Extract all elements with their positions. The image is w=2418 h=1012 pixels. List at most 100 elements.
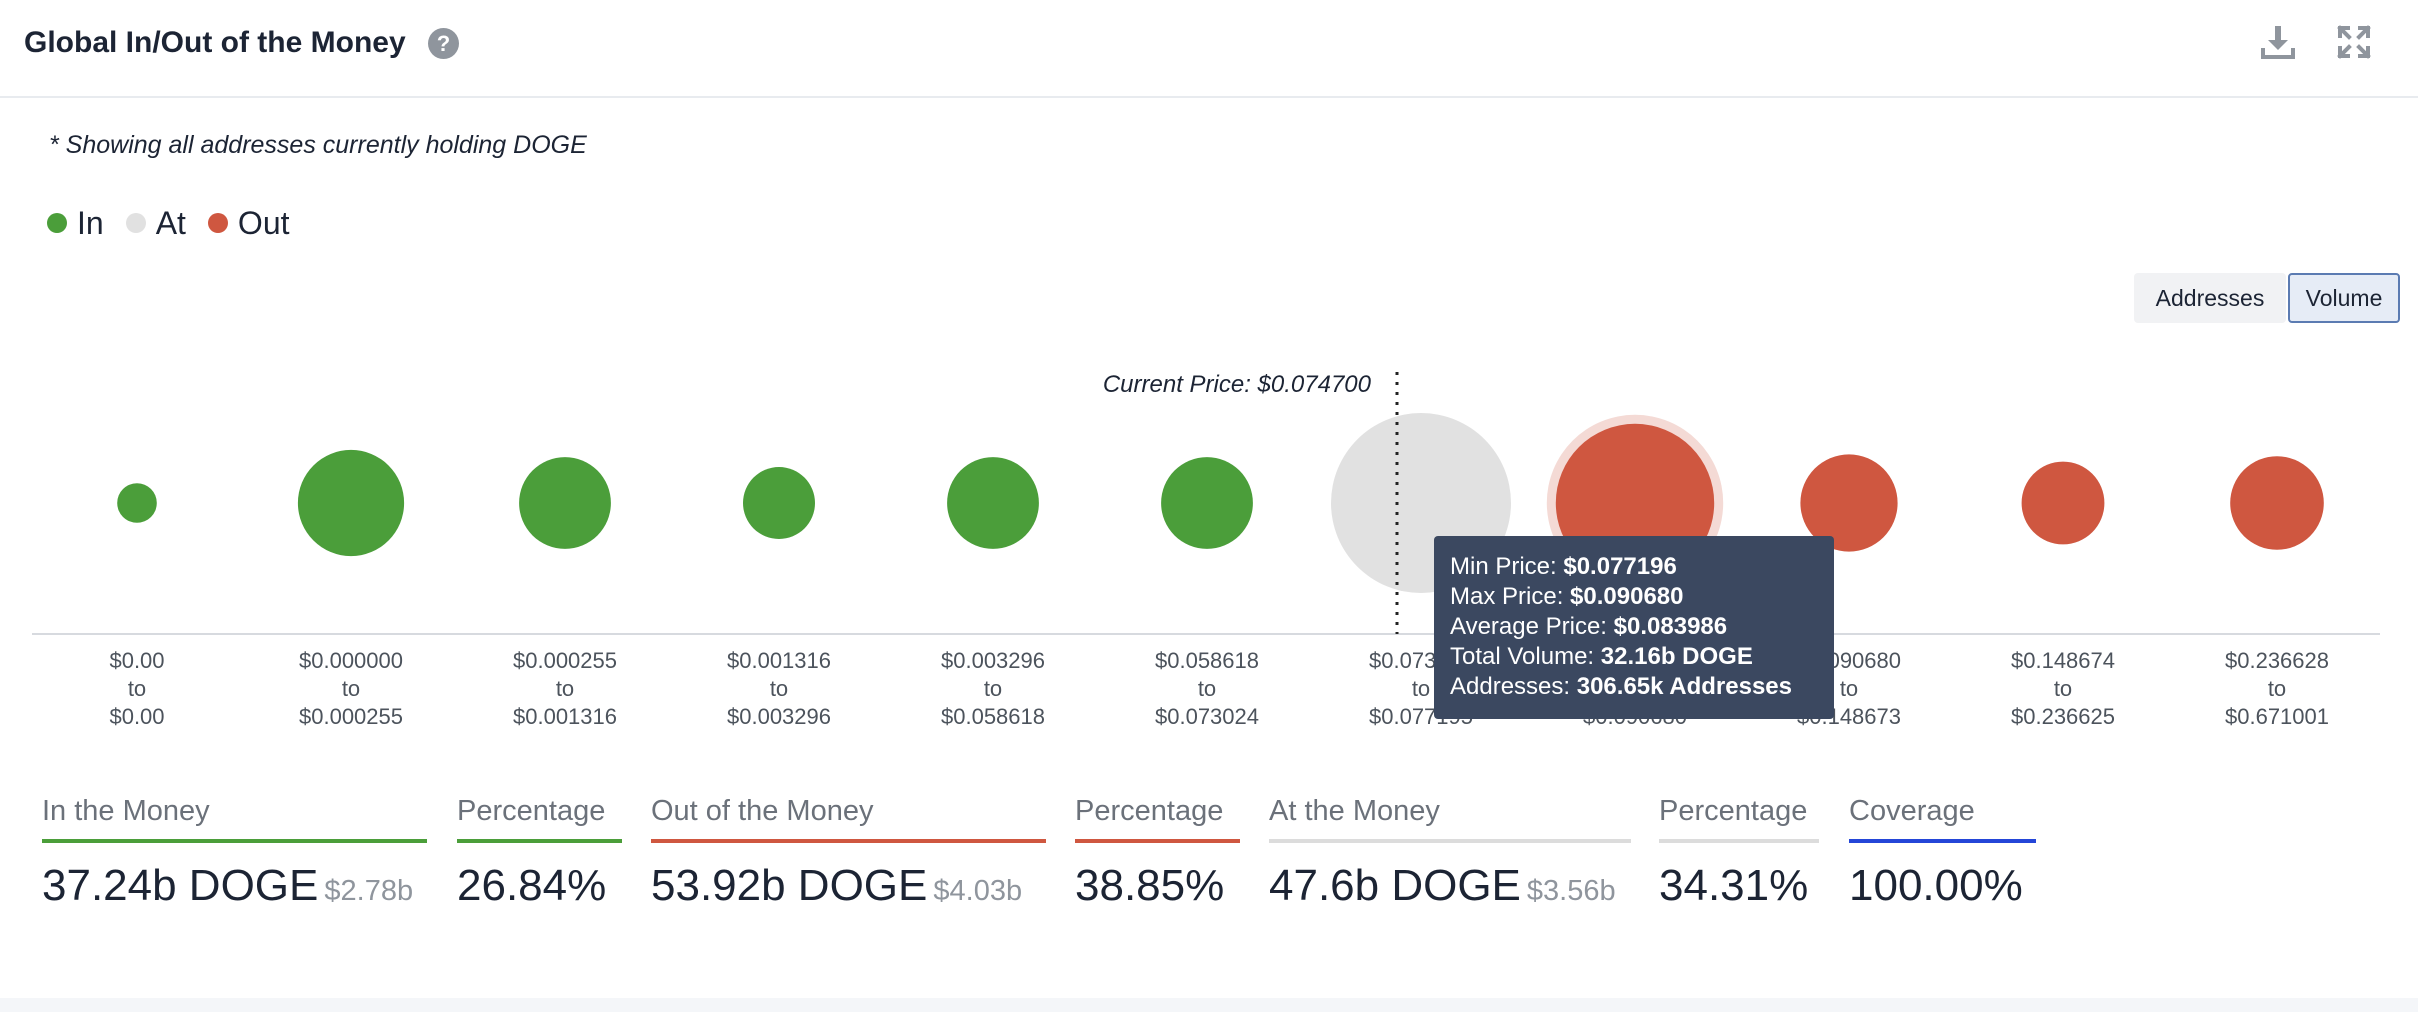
- stat-sub-value: $4.03b: [933, 875, 1023, 907]
- legend-label-at: At: [155, 204, 186, 241]
- bubble-out[interactable]: [2021, 461, 2105, 545]
- bubble-in[interactable]: [947, 457, 1039, 549]
- range-label-connector: to: [342, 676, 360, 701]
- legend-label-in: In: [77, 204, 104, 241]
- stat-value: 37.24b DOGE $2.78b: [42, 861, 427, 911]
- bubble-in[interactable]: [117, 483, 157, 523]
- tooltip-max-label: Max Price:: [1450, 583, 1564, 610]
- range-label-from: $0.003296: [941, 648, 1045, 673]
- legend-item-out[interactable]: Out: [207, 204, 290, 242]
- range-label-to: $0.671001: [2225, 704, 2329, 729]
- stat-value: 38.85%: [1075, 861, 1240, 911]
- stat-label: Coverage: [1849, 795, 1975, 827]
- stat-label: Percentage: [1659, 795, 1808, 827]
- bubble-in[interactable]: [519, 457, 611, 549]
- stat-out-percentage: Percentage 38.85%: [1075, 795, 1240, 911]
- range-label-to: $0.001316: [513, 704, 617, 729]
- stat-sub-value: $3.56b: [1526, 875, 1616, 907]
- stat-label: In the Money: [42, 795, 210, 827]
- bubble-chart: $0.00 to $0.00 $0.000000 to $0.000255 $0.00025…: [0, 360, 2418, 740]
- range-label-from: $0.148674: [2011, 648, 2115, 673]
- stat-out-of-the-money: Out of the Money 53.92b DOGE $4.03b: [651, 795, 1046, 911]
- tooltip-avg-row: Average Price: $0.083986: [1450, 612, 1818, 642]
- bubble-in[interactable]: [297, 449, 405, 557]
- range-label-from: $0.001316: [727, 648, 831, 673]
- tooltip-max-row: Max Price: $0.090680: [1450, 582, 1818, 612]
- legend-label-out: Out: [237, 204, 290, 241]
- range-label-connector: to: [1198, 676, 1216, 701]
- stat-value-text: 38.85%: [1075, 861, 1225, 910]
- stat-coverage: Coverage 100.00%: [1849, 795, 2036, 911]
- range-label-from: $0.000000: [299, 648, 403, 673]
- tooltip-min-value: $0.077196: [1563, 553, 1677, 580]
- tooltip-addr-label: Addresses:: [1450, 673, 1571, 700]
- stat-at-the-money: At the Money 47.6b DOGE $3.56b: [1269, 795, 1631, 911]
- tooltip-min-label: Min Price:: [1450, 553, 1557, 580]
- stat-in-percentage: Percentage 26.84%: [457, 795, 622, 911]
- chart-title: Global In/Out of the Money: [24, 26, 406, 59]
- stat-value-text: 47.6b DOGE: [1269, 861, 1521, 910]
- current-price-label: Current Price: $0.074700: [1103, 371, 1372, 398]
- legend-dot-at: [125, 213, 146, 233]
- stat-value: 47.6b DOGE $3.56b: [1269, 861, 1631, 911]
- range-label-connector: to: [1840, 676, 1858, 701]
- bubble-in[interactable]: [743, 467, 815, 539]
- range-label-from: $0.00: [109, 648, 164, 673]
- volume-toggle-button[interactable]: Volume: [2288, 273, 2400, 323]
- stat-at-percentage: Percentage 34.31%: [1659, 795, 1819, 911]
- range-label-to: $0.236625: [2011, 704, 2115, 729]
- holding-note: * Showing all addresses currently holdin…: [49, 131, 587, 159]
- question-circle-icon[interactable]: ?: [428, 28, 459, 59]
- stat-underline: [1269, 839, 1631, 843]
- stat-value-text: 26.84%: [457, 861, 607, 910]
- tooltip-max-value: $0.090680: [1570, 583, 1684, 610]
- stat-label: Out of the Money: [651, 795, 874, 827]
- range-label-from: $0.000255: [513, 648, 617, 673]
- tooltip-vol-row: Total Volume: 32.16b DOGE: [1450, 642, 1818, 672]
- range-label-to: $0.003296: [727, 704, 831, 729]
- download-icon[interactable]: [2258, 22, 2298, 62]
- stat-value: 26.84%: [457, 861, 622, 911]
- stat-underline: [651, 839, 1046, 843]
- expand-icon[interactable]: [2334, 22, 2374, 62]
- legend-dot-in: [47, 213, 67, 233]
- tooltip-min-row: Min Price: $0.077196: [1450, 552, 1818, 582]
- range-label-connector: to: [984, 676, 1002, 701]
- range-label-from: $0.058618: [1155, 648, 1259, 673]
- range-label-connector: to: [2268, 676, 2286, 701]
- range-label-to: $0.073024: [1155, 704, 1259, 729]
- legend-item-in[interactable]: In: [47, 205, 104, 242]
- range-label-to: $0.058618: [941, 704, 1045, 729]
- stat-in-the-money: In the Money 37.24b DOGE $2.78b: [42, 795, 427, 911]
- stat-underline: [1849, 839, 2036, 843]
- tooltip-avg-value: $0.083986: [1613, 613, 1728, 640]
- bubble-tooltip: Min Price: $0.077196 Max Price: $0.09068…: [1434, 536, 1834, 719]
- addresses-toggle-button[interactable]: Addresses: [2134, 273, 2286, 323]
- range-label-connector: to: [1412, 676, 1430, 701]
- stat-sub-value: $2.78b: [324, 875, 414, 907]
- tooltip-vol-label: Total Volume:: [1450, 643, 1595, 670]
- stat-underline: [42, 839, 427, 843]
- stat-value: 100.00%: [1849, 861, 2036, 911]
- stat-label: Percentage: [1075, 795, 1224, 827]
- tooltip-addr-value: 306.65k Addresses: [1576, 673, 1792, 700]
- stat-value-text: 34.31%: [1659, 861, 1809, 910]
- range-label-to: $0.000255: [299, 704, 403, 729]
- stat-value: 53.92b DOGE $4.03b: [651, 861, 1046, 911]
- bubble-in[interactable]: [1161, 457, 1253, 549]
- tooltip-avg-label: Average Price:: [1450, 613, 1607, 640]
- legend-item-at[interactable]: At: [125, 204, 186, 242]
- stat-underline: [457, 839, 622, 843]
- tooltip-addr-row: Addresses: 306.65k Addresses: [1450, 672, 1818, 702]
- stat-label: Percentage: [457, 795, 606, 827]
- tooltip-vol-value: 32.16b DOGE: [1600, 643, 1753, 670]
- range-label-to: $0.00: [109, 704, 164, 729]
- stat-value: 34.31%: [1659, 861, 1819, 911]
- bubble-out[interactable]: [1800, 454, 1898, 552]
- range-label-connector: to: [128, 676, 146, 701]
- range-label-from: $0.236628: [2225, 648, 2329, 673]
- card-header: Global In/Out of the Money ?: [0, 0, 2418, 98]
- legend: In At Out: [47, 203, 312, 243]
- bubble-out[interactable]: [2230, 456, 2324, 550]
